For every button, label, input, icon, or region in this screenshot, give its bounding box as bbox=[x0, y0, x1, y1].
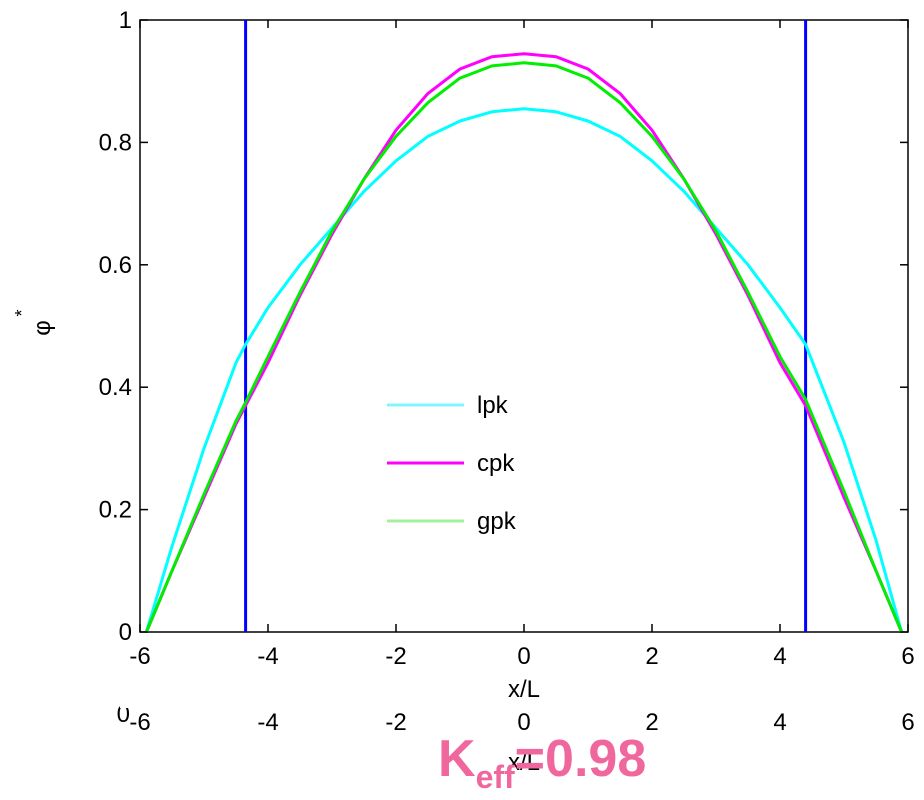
legend-label-lpk: lpk bbox=[477, 392, 509, 419]
legend: lpk cpk gpk bbox=[387, 392, 517, 535]
underlay-x-tick-label: 4 bbox=[773, 709, 786, 736]
x-axis-label: x/L bbox=[508, 676, 540, 703]
y-tick-label: 0.8 bbox=[99, 129, 132, 156]
y-tick-label: 0.4 bbox=[99, 374, 132, 401]
x-tick-label: 6 bbox=[901, 643, 914, 670]
y-tick-label: 0.2 bbox=[99, 497, 132, 524]
underlay-x-tick-label: 0 bbox=[517, 709, 530, 736]
underlay-x-axis-label: x/L bbox=[508, 749, 540, 776]
underlay-x-tick-label: 2 bbox=[645, 709, 658, 736]
x-axis: -6 -4 -2 0 2 4 6 bbox=[129, 20, 915, 670]
y-tick-label: 0.6 bbox=[99, 252, 132, 279]
series-lines bbox=[144, 52, 904, 633]
y-axis-label-superscript: * bbox=[12, 309, 32, 316]
keff-base: K bbox=[438, 730, 476, 788]
y-tick-label: 0 bbox=[119, 619, 132, 646]
x-tick-label: 0 bbox=[517, 643, 530, 670]
x-tick-label: -6 bbox=[129, 643, 150, 670]
y-axis-label-group: φ * bbox=[12, 309, 56, 335]
series-line-gpk bbox=[145, 61, 903, 633]
x-tick-label: 4 bbox=[773, 643, 786, 670]
legend-label-cpk: cpk bbox=[477, 450, 515, 477]
plot-frame bbox=[139, 19, 909, 633]
underlay-x-tick-label: -6 bbox=[129, 709, 150, 736]
underlay-x-tick-label: 6 bbox=[901, 709, 914, 736]
underlay-x-tick-label: -4 bbox=[257, 709, 278, 736]
series-line-lpk bbox=[144, 107, 904, 633]
vertical-markers bbox=[244, 20, 808, 632]
keff-value: =0.98 bbox=[515, 730, 647, 788]
y-axis: 0 0.2 0.4 0.6 0.8 1 bbox=[99, 7, 908, 646]
y-axis-label: φ bbox=[29, 320, 56, 336]
plot-area: lpk cpk gpk bbox=[139, 19, 909, 633]
x-tick-label: -2 bbox=[385, 643, 406, 670]
legend-label-gpk: gpk bbox=[477, 508, 517, 535]
underlay-axis: -6 -4 -2 0 2 4 6 0 x/L bbox=[117, 640, 920, 776]
keff-annotation: Keff=0.98 bbox=[438, 730, 646, 795]
series-line-cpk bbox=[145, 52, 903, 633]
keff-subscript: eff bbox=[476, 759, 515, 795]
underlay-mask bbox=[120, 640, 920, 708]
underlay-x-tick-label: -2 bbox=[385, 709, 406, 736]
x-tick-label: -4 bbox=[257, 643, 278, 670]
y-tick-label: 1 bbox=[119, 7, 132, 34]
x-tick-label: 2 bbox=[645, 643, 658, 670]
